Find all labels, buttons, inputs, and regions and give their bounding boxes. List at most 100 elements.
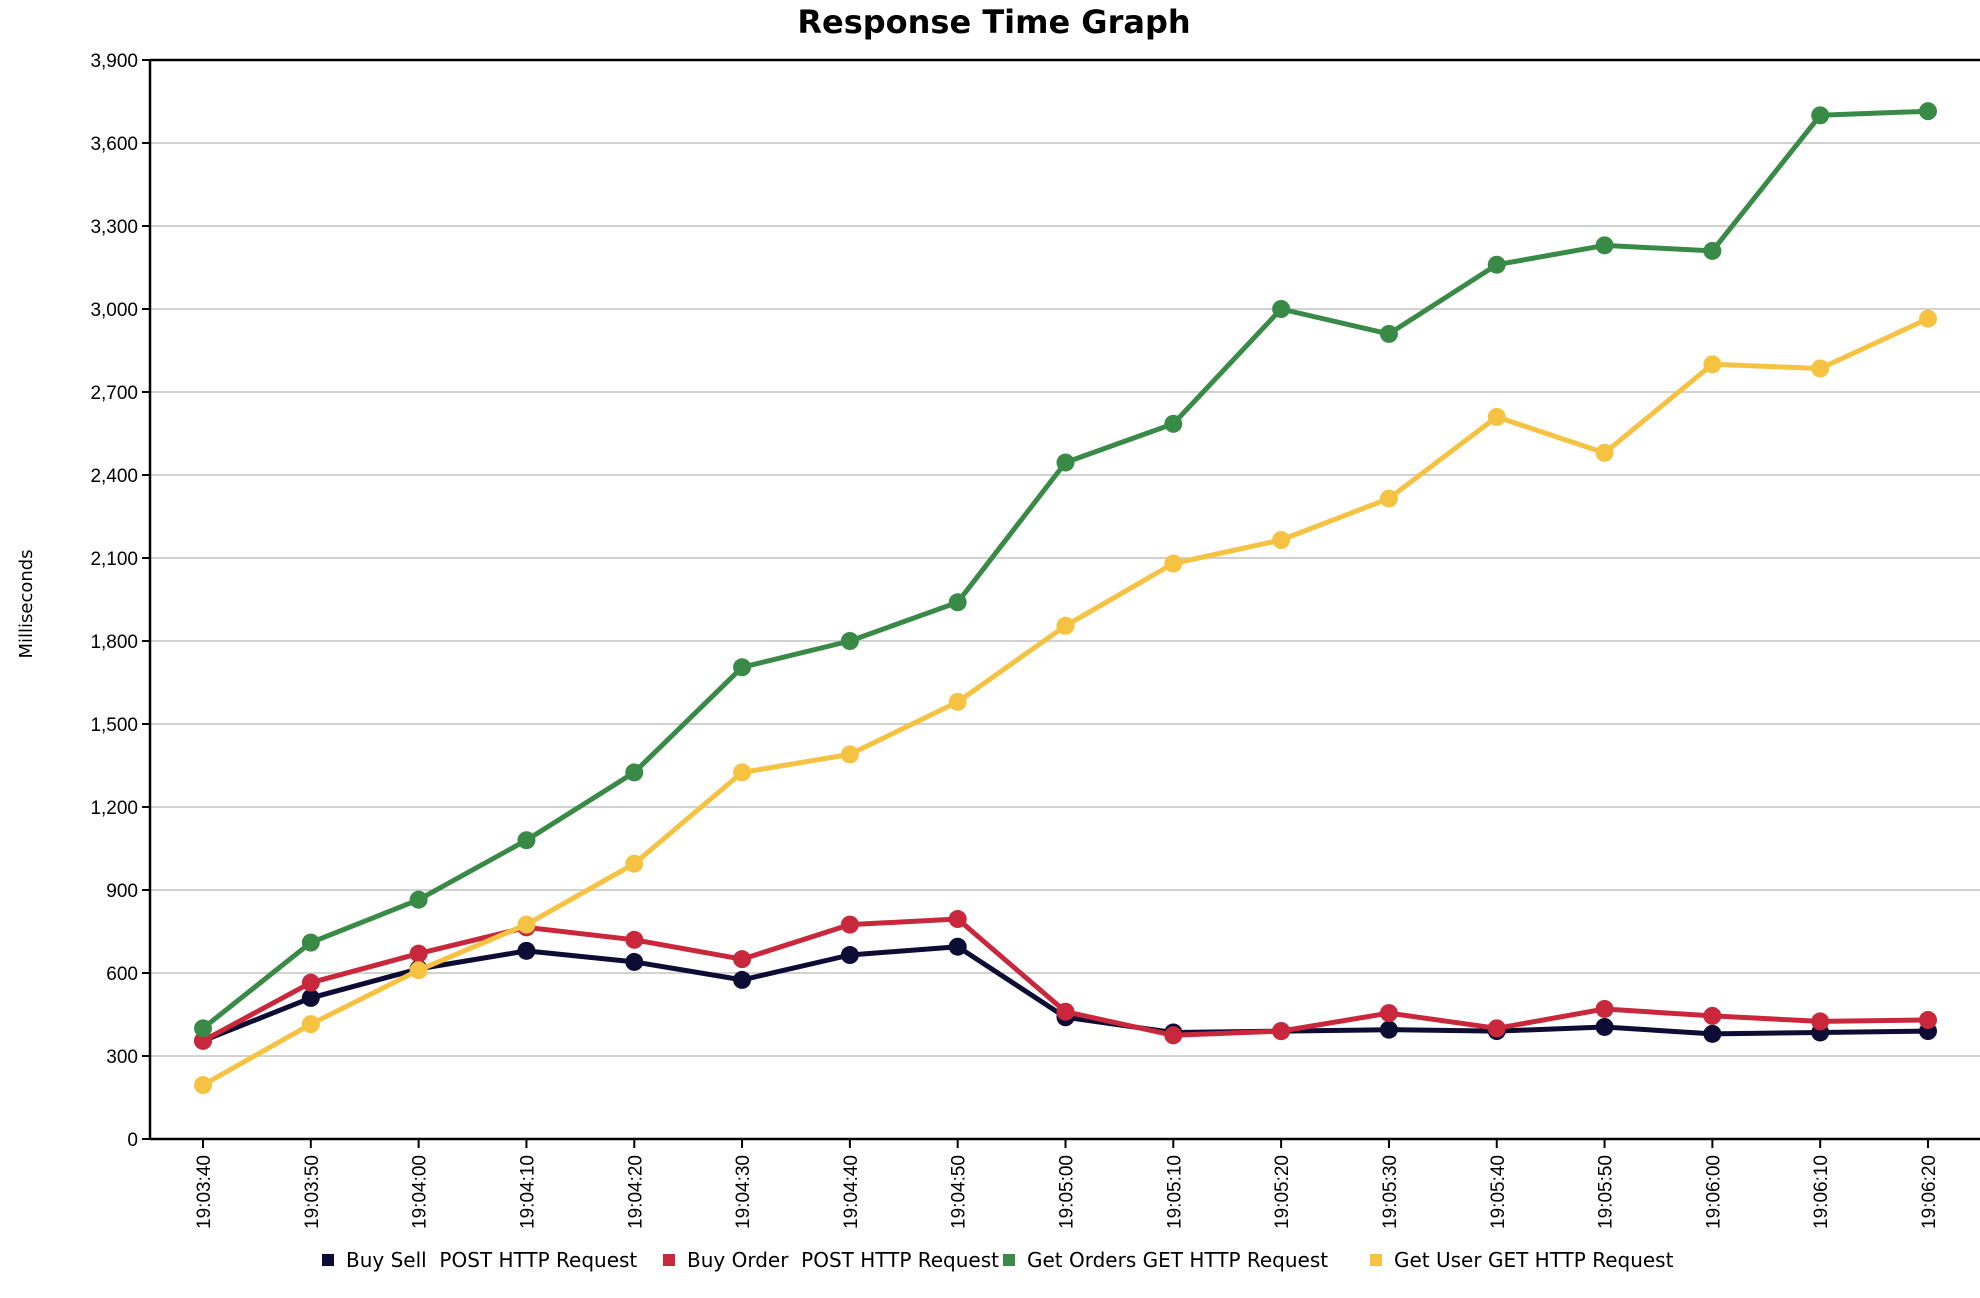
- series-lines: [194, 102, 1937, 1095]
- data-point: [1272, 1022, 1291, 1041]
- data-point: [517, 831, 536, 850]
- data-point: [1703, 1024, 1722, 1043]
- axes: [148, 58, 1980, 1141]
- x-tick-label: 19:06:10: [1811, 1155, 1832, 1229]
- data-point: [194, 1076, 212, 1095]
- data-point: [1379, 489, 1398, 508]
- x-tick-label: 19:04:20: [625, 1155, 646, 1229]
- data-point: [1272, 300, 1291, 318]
- legend-label: Get User GET HTTP Request: [1394, 1248, 1674, 1272]
- y-tick-label: 3,900: [90, 51, 138, 72]
- data-point: [301, 973, 320, 992]
- data-point: [948, 937, 967, 956]
- data-point: [1379, 1020, 1398, 1039]
- x-ticks: 19:03:40 19:03:50 19:04:00 19:04:10 19:04:20…: [194, 1139, 1940, 1229]
- data-point: [301, 1015, 320, 1034]
- x-tick-label: 19:03:50: [302, 1155, 323, 1229]
- data-point: [1272, 531, 1291, 550]
- data-point: [948, 593, 967, 612]
- data-point: [1379, 324, 1398, 343]
- y-axis-label: Milliseconds: [16, 549, 37, 658]
- data-point: [1487, 255, 1506, 274]
- legend-label: Get Orders GET HTTP Request: [1027, 1248, 1328, 1272]
- data-point: [194, 1019, 212, 1038]
- y-tick-label: 2,700: [90, 383, 138, 404]
- data-point: [517, 915, 536, 934]
- data-point: [1056, 453, 1075, 472]
- data-point: [1164, 1026, 1183, 1045]
- x-tick-label: 19:05:50: [1596, 1155, 1617, 1229]
- gridlines: [150, 59, 1980, 1057]
- data-point: [1595, 999, 1614, 1018]
- data-point: [1811, 359, 1830, 378]
- y-tick-label: 0: [127, 1130, 138, 1151]
- y-tick-label: 600: [106, 964, 138, 985]
- data-point: [1811, 106, 1830, 125]
- y-tick-label: 3,300: [90, 217, 138, 238]
- data-point: [1595, 1017, 1614, 1036]
- legend-swatch: [663, 1254, 675, 1266]
- legend-item: Get User GET HTTP Request: [1370, 1248, 1674, 1272]
- data-point: [1595, 443, 1614, 462]
- data-point: [1164, 414, 1183, 433]
- x-tick-label: 19:04:10: [517, 1155, 538, 1229]
- data-point: [840, 946, 859, 965]
- data-point: [1703, 241, 1722, 260]
- data-point: [301, 988, 320, 1007]
- x-tick-label: 19:03:40: [194, 1155, 215, 1229]
- x-tick-label: 19:05:40: [1488, 1155, 1509, 1229]
- data-point: [840, 745, 859, 764]
- x-tick-label: 19:06:00: [1703, 1155, 1724, 1229]
- legend: Buy Sell POST HTTP Request Buy Order POST…: [322, 1248, 1674, 1272]
- data-point: [625, 854, 644, 873]
- data-point: [1919, 1011, 1937, 1030]
- legend-swatch: [1370, 1254, 1382, 1266]
- data-point: [625, 763, 644, 782]
- data-point: [625, 930, 644, 949]
- data-point: [1164, 554, 1183, 573]
- data-point: [1919, 102, 1937, 121]
- data-point: [409, 890, 428, 909]
- y-tick-label: 1,200: [90, 798, 138, 819]
- legend-swatch: [1003, 1254, 1015, 1266]
- data-point: [301, 933, 320, 952]
- data-point: [948, 910, 967, 929]
- legend-item: Get Orders GET HTTP Request: [1003, 1248, 1328, 1272]
- data-point: [1056, 616, 1075, 635]
- x-tick-label: 19:05:10: [1164, 1155, 1185, 1229]
- data-point: [1703, 355, 1722, 374]
- data-point: [733, 970, 752, 989]
- series-group: [194, 910, 1937, 1050]
- series-group: [194, 309, 1937, 1095]
- legend-label: Buy Order POST HTTP Request: [687, 1248, 999, 1272]
- y-ticks: 0 300 600 900 1,200 1,500 1,800 2,100 2,400 2,700…: [90, 51, 150, 1151]
- data-point: [409, 961, 428, 980]
- data-point: [1056, 1002, 1075, 1021]
- series-group: [194, 102, 1937, 1038]
- x-tick-label: 19:05:20: [1272, 1155, 1293, 1229]
- data-point: [625, 952, 644, 971]
- data-point: [1919, 309, 1937, 328]
- legend-item: Buy Sell POST HTTP Request: [322, 1248, 637, 1272]
- chart-title: Response Time Graph: [797, 3, 1190, 41]
- data-point: [1595, 236, 1614, 255]
- legend-swatch: [322, 1254, 334, 1266]
- legend-label: Buy Sell POST HTTP Request: [346, 1248, 637, 1272]
- data-point: [1703, 1006, 1722, 1025]
- data-point: [1487, 407, 1506, 426]
- data-point: [517, 941, 536, 960]
- data-point: [733, 763, 752, 782]
- data-point: [733, 950, 752, 969]
- data-point: [948, 692, 967, 711]
- data-point: [1379, 1004, 1398, 1023]
- data-point: [733, 658, 752, 677]
- y-tick-label: 300: [106, 1047, 138, 1068]
- x-tick-label: 19:05:00: [1057, 1155, 1078, 1229]
- y-tick-label: 1,800: [90, 632, 138, 653]
- y-tick-label: 3,000: [90, 300, 138, 321]
- series-line: [200, 316, 1931, 1088]
- y-tick-label: 1,500: [90, 715, 138, 736]
- data-point: [409, 944, 428, 963]
